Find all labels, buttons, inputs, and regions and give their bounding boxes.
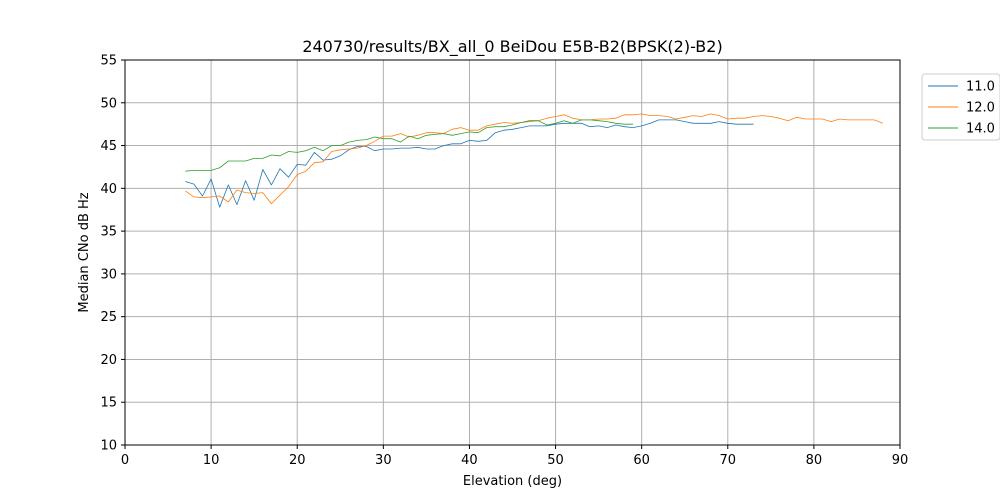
x-tick-label: 30 xyxy=(375,453,392,468)
x-tick-label: 40 xyxy=(461,453,478,468)
legend: 11.0 12.0 14.0 xyxy=(921,73,1000,141)
x-tick-label: 70 xyxy=(720,453,737,468)
y-tick-label: 20 xyxy=(100,353,117,368)
legend-label: 14.0 xyxy=(966,122,995,137)
x-tick-label: 60 xyxy=(633,453,650,468)
x-tick-label: 20 xyxy=(289,453,306,468)
x-tick-label: 50 xyxy=(547,453,564,468)
y-tick-label: 55 xyxy=(100,54,117,69)
x-tick-label: 10 xyxy=(203,453,220,468)
y-tick-label: 35 xyxy=(100,225,117,240)
x-tick-label: 80 xyxy=(806,453,823,468)
axis-ticks: 0 10 20 30 40 50 60 70 80 90 10 15 20 25 30 35 40 45 50 55 xyxy=(100,54,908,469)
y-tick-label: 25 xyxy=(100,310,117,325)
legend-label: 12.0 xyxy=(966,101,995,116)
x-tick-label: 0 xyxy=(121,453,129,468)
x-axis-label: Elevation (deg) xyxy=(463,474,562,489)
plot-frame xyxy=(124,59,901,446)
y-tick-label: 10 xyxy=(100,439,117,454)
x-tick-label: 90 xyxy=(892,453,909,468)
chart-title: 240730/results/BX_all_0 BeiDou E5B-B2(BP… xyxy=(302,37,722,57)
y-tick-label: 15 xyxy=(100,396,117,411)
plot-lines xyxy=(185,113,883,208)
series-line-14-0 xyxy=(185,119,634,172)
legend-box xyxy=(921,73,1000,141)
series-line-11-0 xyxy=(185,119,754,208)
legend-label: 11.0 xyxy=(966,80,995,95)
y-tick-label: 40 xyxy=(100,182,117,197)
y-axis-label: Median CNo dB Hz xyxy=(77,192,92,312)
y-tick-label: 50 xyxy=(100,96,117,111)
y-tick-label: 30 xyxy=(100,267,117,282)
series-line-12-0 xyxy=(185,113,883,205)
y-tick-label: 45 xyxy=(100,139,117,154)
